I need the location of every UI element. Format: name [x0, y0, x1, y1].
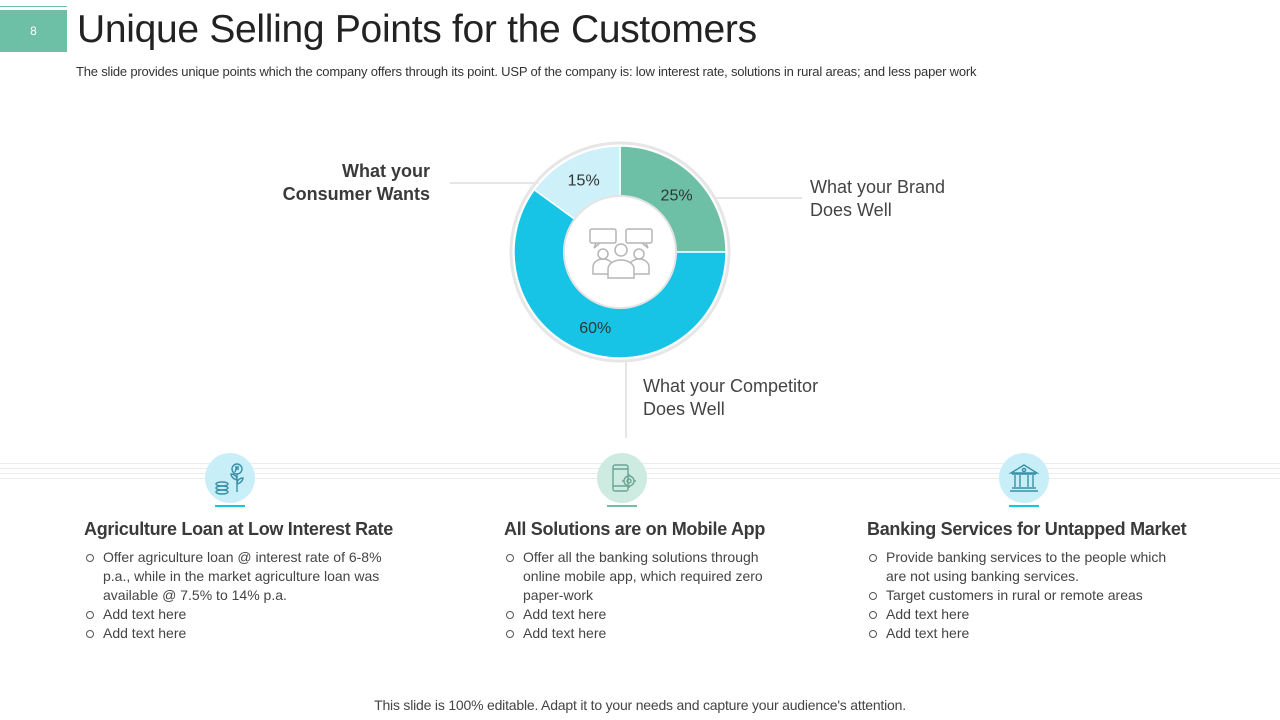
callout-connectors [450, 182, 802, 438]
feature-title: Banking Services for Untapped Market [867, 519, 1187, 539]
slide-number-rule [0, 6, 67, 7]
callout-competitor-does-well: What your Competitor Does Well [643, 376, 819, 419]
page-title: Unique Selling Points for the Customers [77, 8, 757, 51]
bank-icon [999, 453, 1049, 507]
footer-note: This slide is 100% editable. Adapt it to… [374, 697, 906, 713]
feature-title: Agriculture Loan at Low Interest Rate [84, 519, 393, 539]
people-group-icon [589, 228, 653, 279]
callout-consumer-wants: What your Consumer Wants [282, 161, 430, 204]
list-item: Provide banking services to the people w… [867, 548, 1187, 586]
mobile-settings-icon [597, 453, 647, 507]
list-item: Add text here [84, 605, 384, 624]
list-item: Add text here [867, 624, 1187, 643]
feature-bullets: Offer agriculture loan @ interest rate o… [84, 548, 384, 643]
feature-bullets: Offer all the banking solutions through … [504, 548, 764, 643]
list-item: Add text here [504, 624, 764, 643]
list-item: Add text here [504, 605, 764, 624]
slice-label-2: 15% [568, 173, 600, 190]
money-plant-icon [205, 453, 255, 507]
list-item: Offer all the banking solutions through … [504, 548, 764, 605]
slice-label-0: 25% [661, 187, 693, 204]
slice-labels: 25% 60% 15% [568, 173, 693, 337]
feature-mobile-app: All Solutions are on Mobile App Offer al… [504, 519, 766, 643]
feature-agriculture-loan: Agriculture Loan at Low Interest Rate Of… [84, 519, 393, 643]
feature-bullets: Provide banking services to the people w… [867, 548, 1187, 643]
slice-label-1: 60% [579, 320, 611, 337]
slide-number-badge: 8 [0, 10, 67, 52]
list-item: Target customers in rural or remote area… [867, 586, 1187, 605]
list-item: Add text here [84, 624, 384, 643]
donut-outline [509, 141, 731, 363]
feature-untapped-market: Banking Services for Untapped Market Pro… [867, 519, 1187, 643]
callout-brand-does-well: What your Brand Does Well [810, 177, 946, 220]
feature-title: All Solutions are on Mobile App [504, 519, 766, 539]
slide-number: 8 [30, 24, 37, 38]
list-item: Offer agriculture loan @ interest rate o… [84, 548, 384, 605]
page-subtitle: The slide provides unique points which t… [76, 64, 977, 79]
list-item: Add text here [867, 605, 1187, 624]
